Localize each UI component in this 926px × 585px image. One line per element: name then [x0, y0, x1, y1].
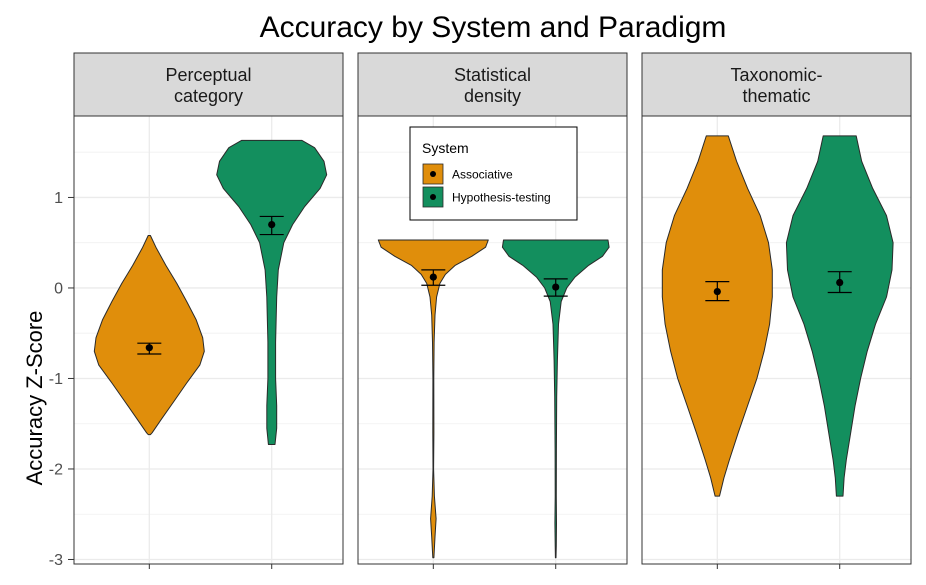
violin-hypothesis-testing — [785, 135, 894, 497]
mean-point — [836, 278, 844, 287]
violin-associative — [93, 235, 205, 436]
y-tick-label: 0 — [54, 280, 63, 297]
facet-strip-label-line: thematic — [742, 86, 810, 106]
legend-label: Associative — [452, 168, 513, 182]
mean-point — [268, 221, 276, 229]
facet-strip-label-line: category — [174, 86, 243, 106]
mean-point — [713, 287, 721, 296]
legend-title: System — [422, 140, 469, 156]
panel-border — [357, 115, 628, 565]
panel-border — [641, 115, 912, 565]
mean-point — [145, 344, 153, 352]
facet-strip-label-line: Perceptual — [165, 65, 251, 85]
y-tick-label: -2 — [49, 461, 63, 478]
legend-label: Hypothesis-testing — [452, 191, 551, 205]
mean-point — [552, 283, 560, 291]
panel-border — [73, 115, 344, 565]
chart-title: Accuracy by System and Paradigm — [260, 11, 727, 44]
y-axis-label: Accuracy Z-Score — [22, 311, 47, 486]
facet-strip-label: Perceptual category — [165, 65, 251, 106]
y-axis-ticks: 1 0 -1 -2 -3 — [49, 190, 74, 569]
facet-panels: Perceptual category Statistical density Taxo… — [73, 52, 912, 569]
y-tick-label: 1 — [54, 190, 63, 207]
legend-key-point — [430, 194, 436, 200]
violin-associative — [661, 135, 773, 497]
mean-point — [429, 273, 437, 281]
facet-strip-label: Taxonomic-thematic — [730, 65, 822, 106]
violin-associative — [377, 239, 489, 559]
facet-strip — [73, 52, 344, 117]
violin-hypothesis-testing — [216, 139, 328, 445]
facet-strip-label-line: density — [464, 86, 521, 106]
facet-strip-label-line: Taxonomic- — [730, 65, 822, 85]
facet-panel: Perceptual category — [73, 52, 344, 569]
legend-key-point — [430, 171, 436, 177]
legend: System Associative Hypothesis-testing — [409, 126, 578, 221]
facet-strip — [641, 52, 912, 117]
facet-strip-label: Statistical density — [454, 65, 531, 106]
y-axis-label-group: Accuracy Z-Score — [22, 311, 47, 486]
y-tick-label: -1 — [49, 371, 63, 388]
facet-strip-label-line: Statistical — [454, 65, 531, 85]
violin-hypothesis-testing — [501, 239, 610, 559]
y-tick-label: -3 — [49, 552, 63, 569]
facet-panel: Taxonomic-thematic — [641, 52, 912, 569]
facet-strip — [357, 52, 628, 117]
